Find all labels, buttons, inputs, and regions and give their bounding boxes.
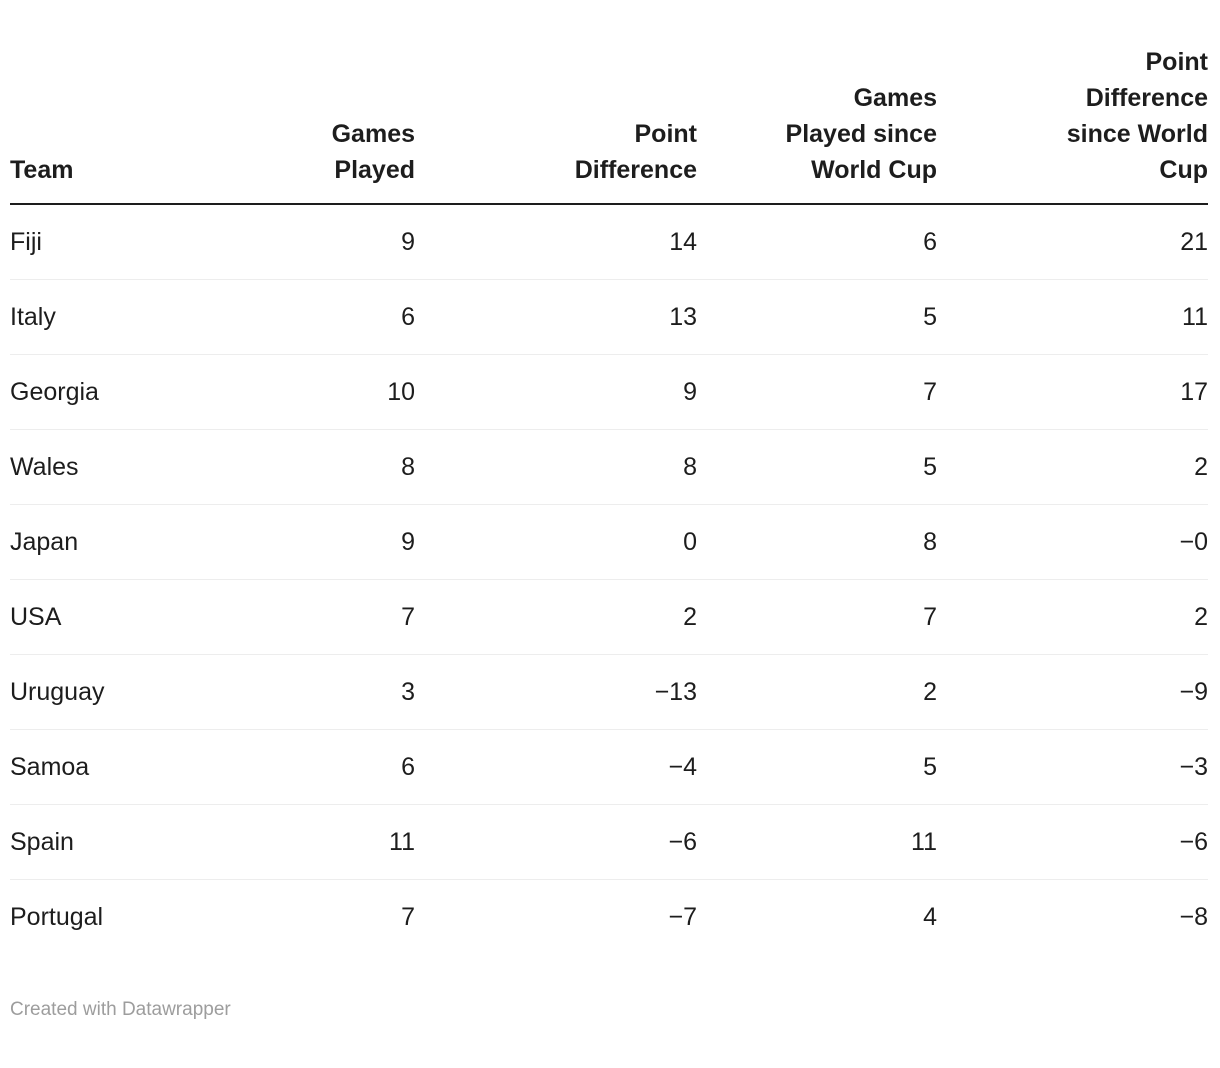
games-played-since-wc-cell: 8 [697, 504, 937, 580]
point-difference-since-wc-cell: 21 [1180, 227, 1208, 256]
point-difference-since-wc-cell: −0 [937, 504, 1208, 580]
point-difference-cell: −13 [415, 654, 697, 730]
games-played-cell: 10 [245, 354, 415, 430]
team-cell: Portugal [10, 879, 245, 954]
table-header: Team Games Played Point Difference Games Pl… [10, 44, 1208, 205]
games-played-since-wc-cell: 2 [697, 654, 937, 730]
column-header-point-difference-since-world-cup: Point Difference since World Cup [937, 44, 1208, 205]
table-row-japan: Japan 9 0 8 −0 [10, 504, 1208, 580]
games-played-since-wc-cell: 5 [697, 429, 937, 505]
games-played-since-wc-cell: 5 [697, 729, 937, 805]
point-difference-since-wc-cell: 2 [937, 579, 1208, 655]
point-difference-since-wc-cell: 2 [937, 429, 1208, 505]
team-cell: USA [10, 579, 245, 655]
header-row: Team Games Played Point Difference Games Pl… [10, 44, 1208, 205]
games-played-cell: 7 [245, 579, 415, 655]
games-played-cell: 3 [245, 654, 415, 730]
table-row-georgia: Georgia 10 9 7 17 [10, 354, 1208, 430]
point-difference-cell: 14 [669, 227, 697, 256]
games-played-since-wc-cell: 11 [697, 804, 937, 880]
point-difference-since-wc-cell: −6 [937, 804, 1208, 880]
games-played-cell: 6 [245, 279, 415, 355]
point-difference-cell: 13 [415, 279, 697, 355]
point-difference-cell: 2 [415, 579, 697, 655]
team-cell: Japan [10, 504, 245, 580]
team-cell: Italy [10, 279, 245, 355]
column-header-games-played: Games Played [245, 44, 415, 205]
point-difference-since-wc-cell: −3 [937, 729, 1208, 805]
table-row-usa: USA 7 2 7 2 [10, 579, 1208, 655]
point-difference-cell: −6 [415, 804, 697, 880]
table-row-samoa: Samoa 6 −4 5 −3 [10, 729, 1208, 805]
games-played-since-wc-cell: 5 [697, 279, 937, 355]
table-row-spain: Spain 11 −6 11 −6 [10, 804, 1208, 880]
point-difference-cell: 9 [415, 354, 697, 430]
games-played-since-wc-cell: 4 [697, 879, 937, 954]
games-played-cell: 11 [245, 804, 415, 880]
games-played-since-wc-cell: 7 [697, 579, 937, 655]
point-difference-since-wc-cell: 11 [937, 279, 1208, 355]
table-row-uruguay: Uruguay 3 −13 2 −9 [10, 654, 1208, 730]
column-header-team: Team [10, 44, 245, 205]
games-played-since-wc-cell: 7 [697, 354, 937, 430]
team-cell: Spain [10, 804, 245, 880]
team-cell: Georgia [10, 354, 245, 430]
team-cell: Fiji [10, 227, 42, 256]
table-chart-container: Team Games Played Point Difference Games Pl… [0, 44, 1220, 1022]
team-cell: Uruguay [10, 654, 245, 730]
column-header-games-played-since-world-cup: Games Played since World Cup [697, 44, 937, 205]
games-played-cell: 9 [245, 504, 415, 580]
team-cell: Wales [10, 429, 245, 505]
games-played-cell: 7 [245, 879, 415, 954]
table-row-italy: Italy 6 13 5 11 [10, 279, 1208, 355]
data-table: Team Games Played Point Difference Games Pl… [10, 44, 1208, 954]
point-difference-cell: 8 [415, 429, 697, 505]
games-played-cell: 6 [245, 729, 415, 805]
table-body: Fiji 9 14 6 21 Italy 6 13 5 11 Georgia 1… [10, 204, 1208, 954]
games-played-cell: 8 [245, 429, 415, 505]
table-row-wales: Wales 8 8 5 2 [10, 429, 1208, 505]
table-row-fiji: Fiji 9 14 6 21 [10, 204, 1208, 280]
point-difference-cell: 0 [415, 504, 697, 580]
column-header-point-difference: Point Difference [415, 44, 697, 205]
games-played-cell: 9 [401, 227, 415, 256]
point-difference-cell: −7 [415, 879, 697, 954]
point-difference-since-wc-cell: −8 [937, 879, 1208, 954]
table-row-portugal: Portugal 7 −7 4 −8 [10, 879, 1208, 954]
point-difference-since-wc-cell: 17 [937, 354, 1208, 430]
team-cell: Samoa [10, 729, 245, 805]
point-difference-since-wc-cell: −9 [937, 654, 1208, 730]
games-played-since-wc-cell: 6 [923, 227, 937, 256]
datawrapper-credit-link[interactable]: Created with Datawrapper [10, 999, 231, 1020]
point-difference-cell: −4 [415, 729, 697, 805]
